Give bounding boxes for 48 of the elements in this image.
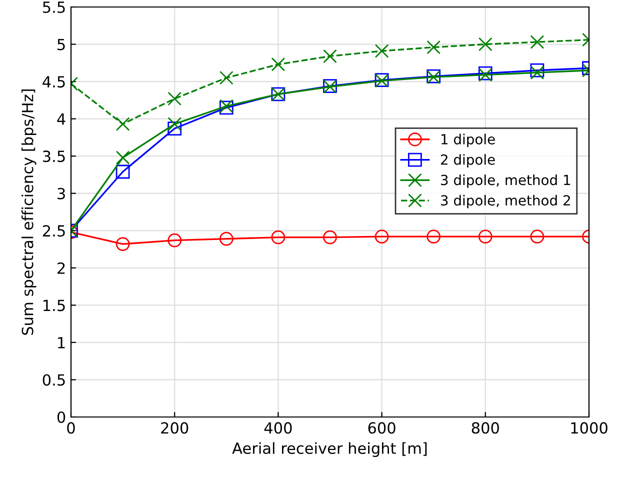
x-tick-label: 200 bbox=[161, 422, 188, 434]
point bbox=[374, 230, 389, 244]
x-tick-label: 1000 bbox=[571, 422, 608, 434]
point bbox=[116, 150, 130, 165]
legend-label: 2 dipole bbox=[440, 154, 495, 168]
legend-label: 3 dipole, method 2 bbox=[441, 194, 570, 208]
point bbox=[168, 233, 182, 248]
point bbox=[323, 230, 337, 244]
y-tick-label: 2.5 bbox=[42, 225, 65, 237]
y-tick-label: 5 bbox=[58, 38, 65, 50]
y-tick-label: 5.5 bbox=[43, 2, 65, 14]
point bbox=[116, 117, 130, 131]
y-tick-label: 4.5 bbox=[42, 76, 65, 88]
y-tick-label: 4 bbox=[57, 113, 66, 125]
y-tick-label: 3.5 bbox=[43, 150, 65, 162]
y-axis-title: Sum spectral efficiency [bps/Hz] bbox=[22, 89, 36, 335]
legend-label: 3 dipole, method 1 bbox=[441, 174, 570, 188]
x-tick-label: 400 bbox=[264, 422, 292, 434]
y-tick-label: 2 bbox=[58, 262, 65, 274]
x-axis-title: Aerial receiver height [m] bbox=[232, 442, 427, 457]
point bbox=[168, 92, 182, 106]
point bbox=[168, 122, 182, 136]
point bbox=[271, 57, 286, 72]
point bbox=[116, 237, 130, 251]
point bbox=[219, 232, 234, 246]
point bbox=[530, 35, 544, 49]
y-tick-label: 3 bbox=[58, 188, 65, 200]
point bbox=[426, 40, 441, 54]
point bbox=[478, 230, 492, 244]
legend-label: 1 dipole bbox=[441, 134, 495, 148]
x-tick-label: 800 bbox=[472, 422, 499, 434]
point bbox=[426, 230, 441, 244]
point bbox=[323, 49, 337, 64]
point bbox=[530, 63, 544, 78]
y-tick-label: 1 bbox=[58, 337, 65, 348]
point bbox=[116, 164, 130, 179]
point bbox=[168, 117, 182, 131]
y-tick-label: 1.5 bbox=[44, 300, 65, 312]
point bbox=[478, 37, 492, 52]
x-tick-label: 0 bbox=[67, 422, 75, 434]
point bbox=[219, 70, 234, 85]
point bbox=[374, 44, 389, 58]
x-tick-label: 600 bbox=[368, 422, 396, 434]
point bbox=[530, 66, 544, 80]
point bbox=[530, 230, 544, 244]
y-tick-label: 0 bbox=[57, 411, 66, 424]
point bbox=[271, 230, 286, 244]
y-tick-label: 0.5 bbox=[42, 374, 65, 386]
